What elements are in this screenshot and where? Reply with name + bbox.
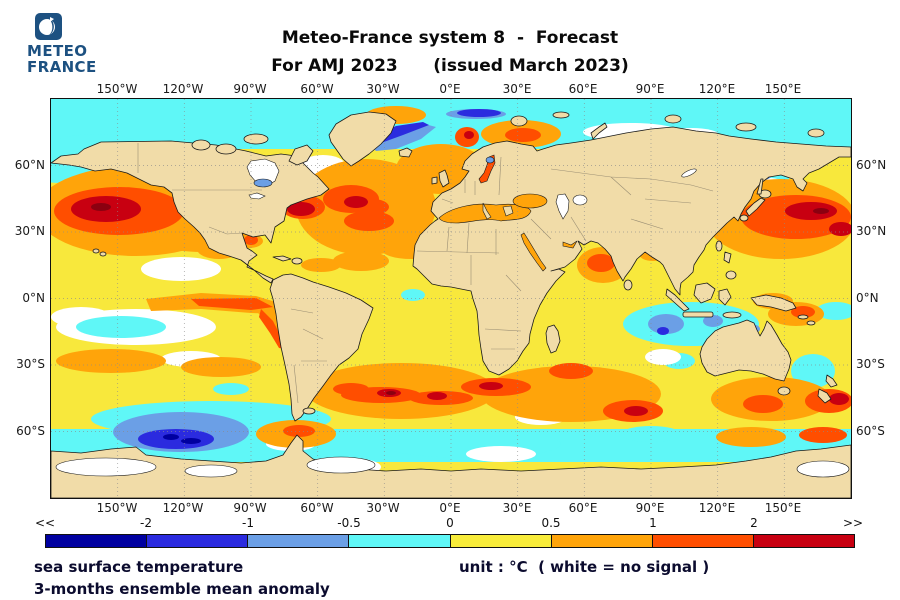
colorbar-label: 1 xyxy=(649,516,657,530)
colorbar-label: 0.5 xyxy=(541,516,561,530)
colorbar-label: << xyxy=(34,516,56,530)
colorbar-segment xyxy=(147,535,249,547)
logo-line-france: FRANCE xyxy=(27,58,97,76)
lon-tick-top: 0°E xyxy=(439,82,461,96)
lon-tick-top: 120°E xyxy=(698,82,736,96)
lon-tick-bottom: 0°E xyxy=(439,501,461,515)
lon-tick-bottom: 30°E xyxy=(502,501,532,515)
page-title-line2: For AMJ 2023 (issued March 2023) xyxy=(271,56,629,76)
lon-tick-top: 30°W xyxy=(366,82,400,96)
lon-tick-top: 30°E xyxy=(502,82,532,96)
lon-tick-bottom: 90°E xyxy=(635,501,665,515)
lon-tick-bottom: 60°W xyxy=(300,501,334,515)
colorbar-label: -1 xyxy=(242,516,254,530)
meteo-france-logo-text: METEO FRANCE xyxy=(27,43,97,75)
lon-tick-top: 120°W xyxy=(162,82,204,96)
lat-tick-left: 30°S xyxy=(16,357,45,371)
colorbar-label: >> xyxy=(842,516,864,530)
page-title-line1: Meteo-France system 8 - Forecast xyxy=(281,28,619,48)
lon-tick-top: 60°W xyxy=(300,82,334,96)
lon-tick-top: 90°E xyxy=(635,82,665,96)
colorbar-segment xyxy=(450,535,552,547)
colorbar-segment xyxy=(46,535,148,547)
lat-tick-right: 0°N xyxy=(856,291,879,305)
lon-tick-top: 90°W xyxy=(233,82,267,96)
lon-tick-bottom: 150°W xyxy=(96,501,138,515)
lon-tick-top: 150°E xyxy=(764,82,802,96)
colorbar-label: -0.5 xyxy=(337,516,361,530)
lat-tick-left: 30°N xyxy=(14,224,45,238)
colorbar-label: 0 xyxy=(446,516,454,530)
colorbar xyxy=(45,534,855,548)
colorbar-segment xyxy=(652,535,754,547)
colorbar-label: 2 xyxy=(750,516,758,530)
lon-tick-bottom: 150°E xyxy=(764,501,802,515)
lon-tick-top: 150°W xyxy=(96,82,138,96)
lat-tick-right: 30°N xyxy=(856,224,887,238)
lon-tick-bottom: 120°E xyxy=(698,501,736,515)
lon-tick-bottom: 120°W xyxy=(162,501,204,515)
lat-tick-right: 30°S xyxy=(856,357,885,371)
colorbar-label: -2 xyxy=(140,516,152,530)
logo-line-meteo: METEO xyxy=(27,42,88,60)
lon-tick-bottom: 30°W xyxy=(366,501,400,515)
lon-tick-bottom: 60°E xyxy=(568,501,598,515)
lat-tick-left: 60°S xyxy=(16,424,45,438)
lat-tick-left: 60°N xyxy=(14,158,45,172)
colorbar-segment xyxy=(248,535,350,547)
caption-unit: unit : °C ( white = no signal ) xyxy=(459,558,710,576)
lat-tick-right: 60°S xyxy=(856,424,885,438)
map-frame xyxy=(21,98,856,499)
lat-tick-left: 0°N xyxy=(22,291,45,305)
lon-tick-bottom: 90°W xyxy=(233,501,267,515)
world-map xyxy=(21,99,856,499)
colorbar-segment xyxy=(551,535,653,547)
colorbar-segment xyxy=(349,535,451,547)
caption-variable: sea surface temperature xyxy=(34,558,244,576)
lon-tick-top: 60°E xyxy=(568,82,598,96)
lat-tick-right: 60°N xyxy=(856,158,887,172)
colorbar-segment xyxy=(753,535,854,547)
meteo-france-logo-icon xyxy=(35,13,62,40)
caption-statistic: 3-months ensemble mean anomaly xyxy=(34,580,330,598)
